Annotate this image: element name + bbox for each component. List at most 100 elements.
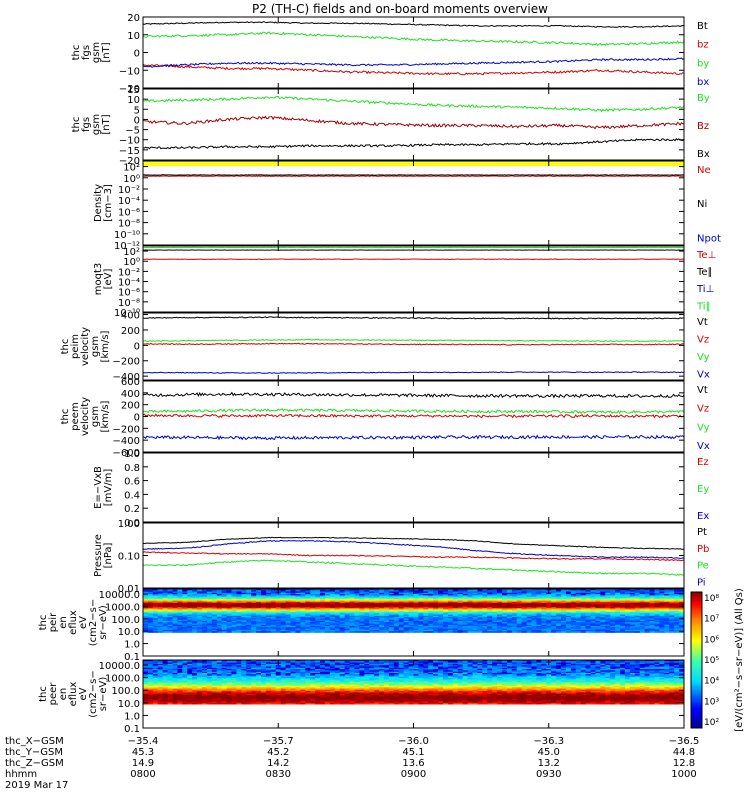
heatmap-cell — [595, 594, 601, 596]
heatmap-cell — [295, 608, 301, 610]
heatmap-cell — [167, 631, 173, 633]
heatmap-cell — [438, 617, 444, 619]
heatmap-cell — [280, 626, 287, 628]
heatmap-cell — [418, 620, 424, 623]
y-tick-label: 10⁻⁶ — [118, 288, 140, 299]
heatmap-cell — [295, 622, 301, 624]
heatmap-cell — [654, 623, 660, 626]
heatmap-cell — [236, 613, 242, 615]
heatmap-cell — [202, 678, 208, 680]
heatmap-cell — [226, 611, 232, 614]
heatmap-cell — [202, 606, 208, 609]
heatmap-cell — [551, 597, 557, 600]
heatmap-cell — [364, 622, 370, 624]
heatmap-cell — [324, 618, 331, 621]
heatmap-cell — [457, 600, 464, 603]
heatmap-cell — [221, 676, 228, 679]
heatmap-cell — [231, 702, 237, 705]
heatmap-cell — [143, 589, 149, 591]
heatmap-cell — [280, 599, 287, 601]
heatmap-cell — [428, 605, 434, 608]
heatmap-cell — [290, 620, 296, 623]
heatmap-cell — [497, 620, 503, 623]
heatmap-cell — [443, 613, 449, 615]
heatmap-cell — [305, 608, 311, 610]
heatmap-cell — [477, 618, 483, 621]
heatmap-cell — [275, 698, 282, 701]
heatmap-cell — [211, 680, 218, 683]
heatmap-cell — [192, 670, 198, 673]
heatmap-cell — [256, 617, 262, 619]
heatmap-cell — [216, 687, 223, 689]
heatmap-cell — [295, 594, 301, 596]
heatmap-cell — [265, 620, 272, 623]
heatmap-cell — [561, 590, 567, 592]
heatmap-cell — [152, 610, 159, 613]
heatmap-cell — [226, 595, 232, 598]
heatmap-cell — [305, 622, 311, 624]
heatmap-cell — [531, 622, 537, 624]
heatmap-cell — [443, 605, 449, 608]
heatmap-cell — [265, 687, 272, 689]
heatmap-cell — [531, 614, 537, 617]
heatmap-cell — [615, 626, 621, 628]
heatmap-cell — [256, 666, 262, 669]
heatmap-cell — [143, 670, 149, 673]
heatmap-cell — [659, 590, 665, 592]
heatmap-cell — [379, 611, 385, 614]
heatmap-cell — [438, 614, 444, 617]
heatmap-cell — [383, 608, 390, 610]
heatmap-cell — [182, 614, 188, 617]
heatmap-cell — [620, 615, 626, 618]
heatmap-cell — [359, 615, 365, 618]
heatmap-cell — [261, 599, 267, 601]
heatmap-cell — [369, 595, 375, 598]
heatmap-cell — [305, 615, 311, 618]
heatmap-cell — [644, 617, 650, 619]
heatmap-cell — [162, 618, 168, 621]
heatmap-cell — [408, 594, 414, 596]
heatmap-cell — [570, 599, 577, 601]
heatmap-cell — [251, 589, 257, 591]
heatmap-cell — [157, 610, 164, 613]
heatmap-cell — [147, 597, 154, 600]
heatmap-cell — [679, 628, 685, 631]
heatmap-cell — [531, 627, 537, 629]
heatmap-cell — [443, 629, 449, 632]
heatmap-cell — [280, 675, 287, 678]
heatmap-cell — [162, 700, 168, 702]
heatmap-cell — [182, 597, 188, 600]
heatmap-cell — [679, 626, 685, 628]
heatmap-cell — [270, 601, 277, 604]
heatmap-cell — [177, 590, 183, 592]
heatmap-cell — [605, 620, 611, 623]
heatmap-cell — [275, 693, 282, 696]
heatmap-cell — [482, 626, 488, 628]
heatmap-cell — [265, 631, 272, 633]
heatmap-cell — [536, 608, 542, 610]
heatmap-cell — [482, 595, 488, 598]
y-axis-label: Pressure[nPa] — [93, 534, 114, 577]
heatmap-cell — [575, 622, 582, 624]
heatmap-cell — [206, 700, 213, 702]
heatmap-cell — [615, 629, 621, 632]
heatmap-cell — [261, 615, 267, 618]
heatmap-cell — [487, 618, 493, 621]
heatmap-cell — [502, 628, 508, 631]
heatmap-cell — [157, 676, 164, 679]
heatmap-cell — [664, 596, 670, 599]
heatmap-cell — [329, 594, 336, 596]
heatmap-cell — [482, 619, 488, 622]
heatmap-cell — [551, 622, 557, 624]
heatmap-cell — [206, 670, 213, 673]
heatmap-cell — [147, 592, 154, 595]
heatmap-cell — [285, 592, 291, 595]
heatmap-cell — [265, 618, 272, 621]
heatmap-cell — [580, 591, 587, 594]
heatmap-cell — [615, 590, 621, 592]
heatmap-cell — [256, 596, 262, 599]
heatmap-cell — [447, 623, 454, 626]
heatmap-cell — [472, 600, 478, 603]
heatmap-cell — [172, 670, 178, 673]
heatmap-cell — [216, 605, 223, 608]
